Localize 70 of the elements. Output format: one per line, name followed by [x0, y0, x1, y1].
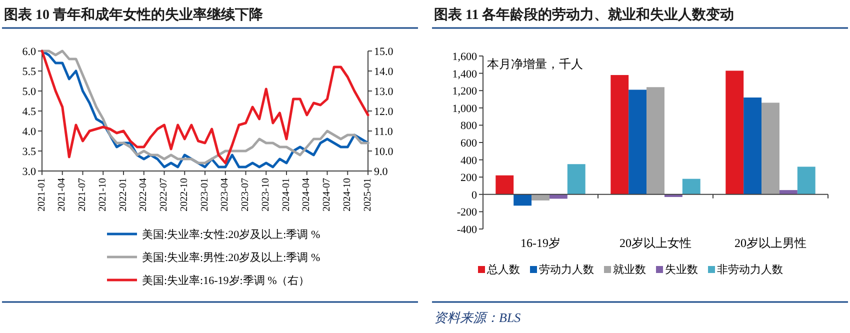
bar	[779, 190, 798, 194]
y-tick-label: -400	[456, 224, 478, 236]
x-tick-label: 2021-01	[36, 178, 48, 212]
legend-label: 劳动力人数	[539, 263, 594, 276]
legend-label: 非劳动力人数	[717, 263, 783, 276]
x-tick-label: 2023-07	[240, 178, 252, 212]
bar	[496, 175, 514, 194]
y-tick-label: 1,200	[452, 86, 478, 98]
y2-tick-label: 12.0	[374, 106, 394, 118]
y-tick-label: 4.5	[22, 106, 36, 118]
x-tick-label: 2022-10	[178, 178, 190, 212]
x-tick-label: 20岁以上女性	[620, 236, 692, 250]
bar	[567, 164, 586, 194]
bar	[646, 87, 664, 194]
bar	[726, 70, 744, 194]
legend-label: 美国:失业率:女性:20岁及以上:季调 %	[142, 228, 320, 241]
text: 资料来源：BLS	[434, 310, 522, 325]
y-tick-label: 800	[460, 120, 478, 132]
bar	[532, 194, 550, 200]
y-tick-label: 3.0	[22, 166, 36, 178]
bar	[682, 178, 700, 194]
bar	[744, 98, 762, 194]
x-tick-label: 2024-01	[280, 178, 292, 212]
y-tick-label: 200	[460, 172, 478, 184]
y-tick-label: 1,400	[452, 68, 478, 80]
legend-label: 失业数	[665, 263, 698, 276]
x-tick-label: 2023-10	[260, 178, 272, 212]
x-tick-label: 2021-04	[56, 178, 68, 212]
y2-tick-label: 9.0	[374, 166, 388, 178]
chart-title: 图表 10 青年和成年女性的失业率继续下降	[4, 6, 264, 23]
x-tick-label: 2024-04	[301, 178, 312, 212]
y-tick-label: 5.5	[22, 66, 36, 78]
bar	[797, 166, 816, 194]
bar	[610, 75, 629, 194]
y-tick-label: 0	[472, 189, 478, 202]
y-tick-label: 4.0	[22, 126, 36, 138]
chart-title: 图表 11 各年龄段的劳动力、就业和失业人数变动	[434, 6, 734, 23]
y-tick-label: 6.0	[22, 46, 36, 58]
x-tick-label: 2023-04	[220, 178, 231, 212]
y-tick-label: 600	[460, 138, 478, 150]
y-tick-label: 400	[460, 154, 478, 167]
x-tick-label: 16-19岁	[520, 236, 560, 250]
legend-label: 美国:失业率:16-19岁:季调 %（右）	[142, 274, 310, 287]
y-tick-label: 1,000	[452, 102, 478, 115]
bar	[762, 102, 780, 194]
x-tick-label: 2025-01	[362, 178, 374, 212]
legend-label: 就业数	[613, 263, 646, 276]
legend-label: 总人数	[486, 263, 520, 276]
x-tick-label: 2022-07	[158, 178, 170, 212]
y2-tick-label: 13.0	[374, 86, 394, 98]
x-tick-label: 2021-07	[77, 178, 88, 212]
y-tick-label: -200	[456, 206, 478, 219]
annotation: 本月净增量，千人	[487, 57, 583, 71]
x-tick-label: 2024-10	[342, 178, 353, 212]
y-tick-label: 5.0	[22, 86, 36, 98]
y2-tick-label: 15.0	[374, 46, 394, 58]
x-tick-label: 2021-10	[97, 178, 108, 212]
x-tick-label: 2022-04	[138, 178, 150, 212]
bar	[628, 90, 647, 194]
y-tick-label: 1,600	[452, 51, 478, 63]
y2-tick-label: 10.0	[374, 146, 394, 158]
legend-label: 美国:失业率:男性:20岁及以上:季调 %	[142, 251, 320, 264]
y-tick-label: 3.5	[22, 146, 36, 158]
x-tick-label: 2022-01	[118, 178, 129, 212]
x-tick-label: 2024-07	[322, 178, 333, 212]
x-tick-label: 2023-01	[199, 178, 210, 212]
x-tick-label: 20岁以上男性	[734, 236, 806, 250]
y2-tick-label: 14.0	[374, 66, 394, 78]
bar	[514, 194, 532, 206]
y2-tick-label: 11.0	[374, 126, 394, 138]
